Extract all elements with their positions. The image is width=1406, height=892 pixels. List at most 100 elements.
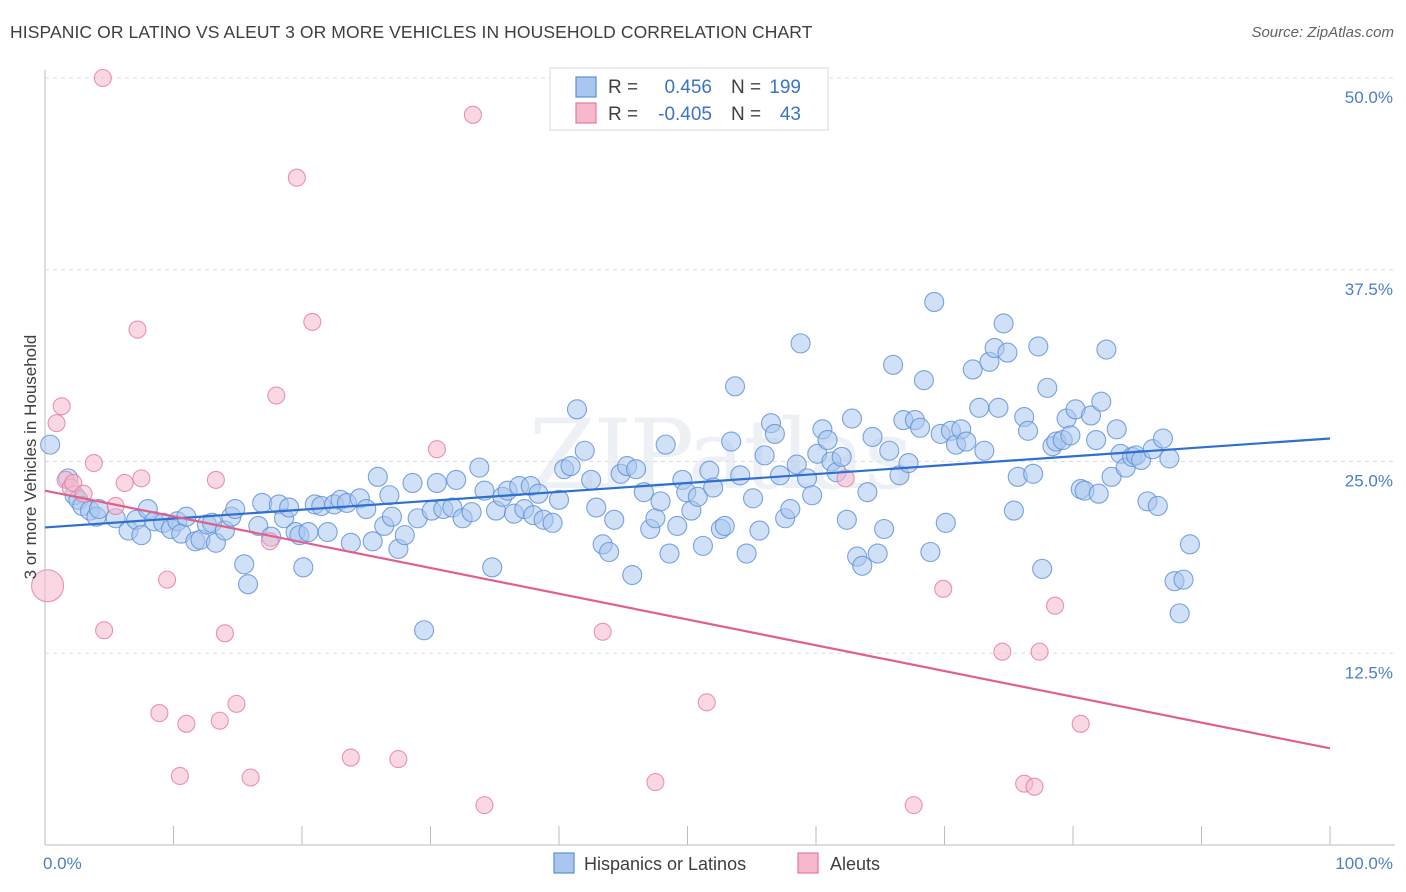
point-hispanics-123 <box>796 468 818 489</box>
point-hispanics-37 <box>293 557 314 578</box>
point-aleuts-11 <box>128 320 147 339</box>
point-hispanics-148 <box>924 291 945 313</box>
point-hispanics-104 <box>692 535 713 556</box>
point-hispanics-181 <box>1091 391 1112 412</box>
point-hispanics-138 <box>874 518 895 540</box>
legend-r-label-1: R = <box>608 77 638 98</box>
point-aleuts-24 <box>287 168 306 187</box>
point-hispanics-64 <box>461 502 482 523</box>
point-aleuts-32 <box>646 773 665 792</box>
point-aleuts-33 <box>697 693 716 712</box>
legend-n-value-2: 43 <box>780 104 801 125</box>
point-hispanics-87 <box>599 541 620 563</box>
point-hispanics-136 <box>862 426 883 448</box>
point-aleuts-15 <box>170 766 189 786</box>
point-hispanics-180 <box>1086 429 1107 451</box>
legend-n-label-2: N = <box>731 104 761 125</box>
point-aleuts-17 <box>206 470 225 489</box>
point-hispanics-135 <box>857 482 878 503</box>
point-hispanics-175 <box>1060 425 1081 446</box>
y-tick-label-1: 25.0% <box>1345 472 1393 491</box>
trend-line-hispanics <box>44 437 1331 529</box>
point-hispanics-113 <box>742 488 764 509</box>
point-hispanics-192 <box>1147 495 1168 517</box>
point-hispanics-0 <box>40 434 61 455</box>
point-hispanics-146 <box>913 370 934 391</box>
point-aleuts-8 <box>95 621 114 640</box>
point-hispanics-137 <box>867 543 888 564</box>
point-aleuts-0 <box>31 569 65 603</box>
point-hispanics-179 <box>1080 405 1102 426</box>
point-aleuts-40 <box>1030 642 1049 661</box>
point-hispanics-150 <box>935 512 956 533</box>
bottom-legend-swatch-hispanics <box>553 852 575 874</box>
trend-lines <box>44 437 1331 750</box>
point-hispanics-54 <box>394 525 415 546</box>
point-hispanics-52 <box>381 506 403 527</box>
point-hispanics-145 <box>910 417 931 438</box>
point-aleuts-39 <box>1025 777 1044 796</box>
point-hispanics-111 <box>730 465 751 486</box>
y-tick-label-2: 37.5% <box>1345 280 1393 299</box>
legend-r-value-2: -0.405 <box>658 104 712 125</box>
point-hispanics-103 <box>687 486 708 507</box>
point-hispanics-160 <box>988 397 1009 418</box>
point-hispanics-55 <box>402 472 423 494</box>
y-tick-label-3: 50.0% <box>1345 88 1393 107</box>
legend-n-value-1: 199 <box>769 77 801 98</box>
point-aleuts-29 <box>463 105 482 124</box>
point-hispanics-143 <box>898 452 919 474</box>
point-hispanics-28 <box>237 574 259 595</box>
point-aleuts-19 <box>215 624 234 643</box>
point-hispanics-198 <box>1179 534 1200 555</box>
point-hispanics-81 <box>560 456 581 477</box>
point-aleuts-12 <box>132 469 151 488</box>
point-hispanics-62 <box>446 469 467 490</box>
point-aleuts-25 <box>303 312 322 331</box>
point-aleuts-28 <box>427 440 446 459</box>
chart-source: Source: ZipAtlas.com <box>1251 24 1394 41</box>
point-hispanics-184 <box>1106 419 1127 440</box>
point-hispanics-131 <box>836 509 857 530</box>
point-hispanics-170 <box>1037 377 1058 398</box>
point-hispanics-115 <box>754 445 775 466</box>
point-aleuts-41 <box>1045 596 1065 615</box>
point-hispanics-29 <box>248 515 269 536</box>
point-aleuts-1 <box>47 414 66 433</box>
point-hispanics-134 <box>852 555 873 576</box>
bottom-legend-label-hispanics: Hispanics or Latinos <box>584 854 746 874</box>
bottom-legend: Hispanics or Latinos Aleuts <box>553 852 880 874</box>
point-hispanics-105 <box>699 460 720 481</box>
point-hispanics-97 <box>655 434 676 455</box>
point-hispanics-117 <box>764 423 785 444</box>
point-aleuts-7 <box>84 453 103 473</box>
point-hispanics-163 <box>1003 500 1024 521</box>
point-aleuts-35 <box>904 796 923 815</box>
point-aleuts-26 <box>341 748 360 767</box>
point-hispanics-194 <box>1159 448 1180 469</box>
point-hispanics-147 <box>920 541 941 563</box>
point-hispanics-79 <box>548 489 570 510</box>
legend: R = 0.456 N = 199 R = -0.405 N = 43 <box>549 67 829 131</box>
point-hispanics-124 <box>802 485 823 506</box>
point-hispanics-120 <box>780 499 801 520</box>
point-hispanics-49 <box>367 466 388 487</box>
bottom-legend-label-aleuts: Aleuts <box>830 854 880 874</box>
point-hispanics-66 <box>474 480 495 501</box>
point-hispanics-34 <box>279 497 300 518</box>
point-hispanics-193 <box>1152 428 1173 449</box>
point-hispanics-122 <box>790 333 811 354</box>
point-hispanics-82 <box>566 399 588 420</box>
point-hispanics-162 <box>997 342 1018 363</box>
point-hispanics-110 <box>724 376 746 397</box>
point-hispanics-112 <box>736 543 757 564</box>
point-hispanics-51 <box>379 485 400 506</box>
point-hispanics-166 <box>1017 420 1039 441</box>
point-hispanics-27 <box>234 554 255 575</box>
point-hispanics-38 <box>298 522 319 543</box>
point-hispanics-59 <box>426 472 447 494</box>
point-aleuts-10 <box>115 473 134 493</box>
trend-line-aleuts <box>44 489 1331 750</box>
chart-title: HISPANIC OR LATINO VS ALEUT 3 OR MORE VE… <box>10 22 813 42</box>
point-hispanics-183 <box>1101 466 1122 487</box>
